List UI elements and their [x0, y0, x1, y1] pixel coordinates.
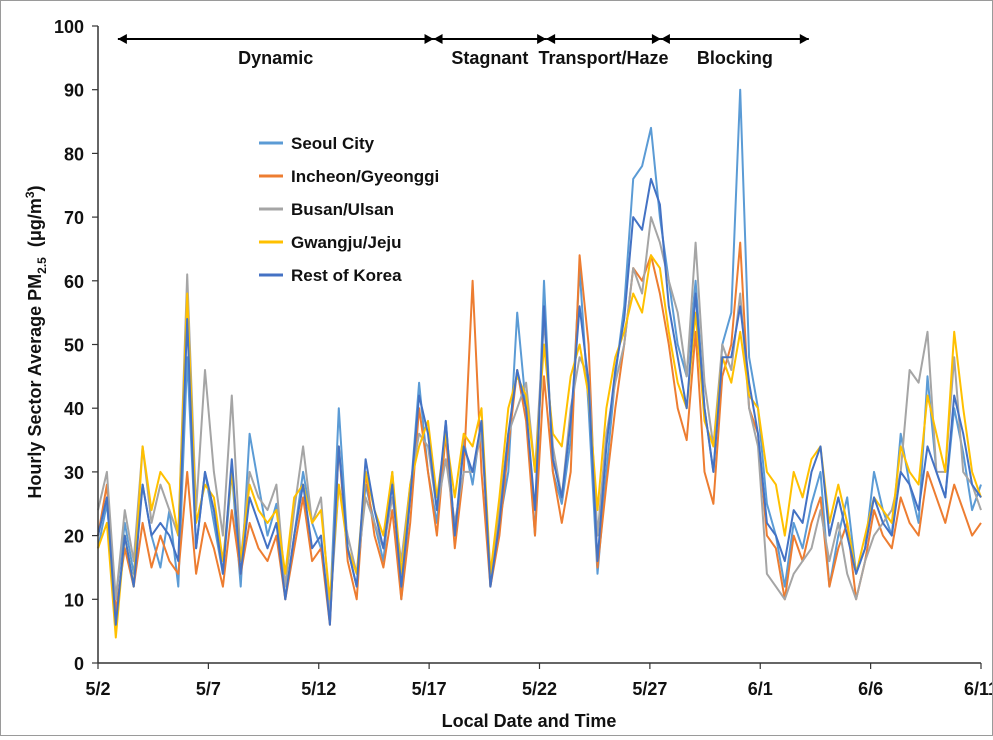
- period-annotations: Dynamic Stagnant Transport/Haze Blocking: [117, 34, 809, 68]
- period-arrow-head-right: [424, 34, 434, 44]
- y-axis-title-sub: 2.5: [35, 257, 49, 274]
- x-tick-label: 5/22: [522, 679, 557, 699]
- y-tick-label: 60: [64, 272, 84, 292]
- y-axis-title-unit: (μg/m: [25, 198, 45, 247]
- period-arrow-head-right: [651, 34, 661, 44]
- period-label: Blocking: [697, 48, 773, 68]
- x-tick-label: 5/27: [632, 679, 667, 699]
- legend-label: Rest of Korea: [291, 266, 402, 285]
- series-lines: [97, 88, 982, 639]
- legend: Seoul City Incheon/Gyeonggi Busan/Ulsan Gwa…: [259, 134, 439, 285]
- period-arrow-head-right: [537, 34, 547, 44]
- y-tick-label: 0: [74, 654, 84, 674]
- svg-text:Hourly Sector Average PM2.5(μg: Hourly Sector Average PM2.5 (μg/m3): [23, 185, 49, 498]
- y-tick-label: 40: [64, 399, 84, 419]
- x-tick-label: 5/7: [196, 679, 221, 699]
- x-tick-label: 6/11: [964, 679, 992, 699]
- period-arrow-head-right: [799, 34, 809, 44]
- legend-label: Seoul City: [291, 134, 375, 153]
- period-label: Dynamic: [238, 48, 313, 68]
- y-tick-label: 10: [64, 590, 84, 610]
- y-tick-label: 50: [64, 336, 84, 356]
- x-tick-label: 5/17: [412, 679, 447, 699]
- legend-label: Gwangju/Jeju: [291, 233, 402, 252]
- axes: 0 10 20 30 40 50 60 70 80 90 100 5/2 5/7 5/12 5/17 5/22…: [54, 17, 993, 699]
- y-tick-label: 100: [54, 17, 84, 37]
- legend-label: Busan/Ulsan: [291, 200, 394, 219]
- y-axis-title: Hourly Sector Average PM2.5 (μg/m3): [23, 185, 49, 498]
- period-label: Stagnant: [451, 48, 528, 68]
- y-tick-label: 90: [64, 81, 84, 101]
- y-tick-label: 30: [64, 463, 84, 483]
- y-tick-label: 20: [64, 527, 84, 547]
- x-tick-label: 5/12: [301, 679, 336, 699]
- period-label: Transport/Haze: [538, 48, 668, 68]
- x-tick-label: 6/6: [858, 679, 883, 699]
- period-arrow-head-left: [546, 34, 556, 44]
- y-axis-title-unit-sup: 3: [23, 191, 37, 198]
- y-tick-label: 70: [64, 208, 84, 228]
- legend-label: Incheon/Gyeonggi: [291, 167, 439, 186]
- series-line-5: [97, 177, 982, 626]
- x-tick-label: 5/2: [85, 679, 110, 699]
- x-tick-label: 6/1: [748, 679, 773, 699]
- y-axis-title-unit-close: ): [25, 185, 45, 191]
- y-axis-title-main: Hourly Sector Average PM: [25, 274, 45, 499]
- series-line-2: [97, 241, 982, 626]
- period-arrow-head-left: [660, 34, 670, 44]
- period-arrow-head-left: [433, 34, 443, 44]
- x-axis-title: Local Date and Time: [442, 711, 617, 731]
- period-arrow-head-left: [117, 34, 127, 44]
- y-tick-label: 80: [64, 144, 84, 164]
